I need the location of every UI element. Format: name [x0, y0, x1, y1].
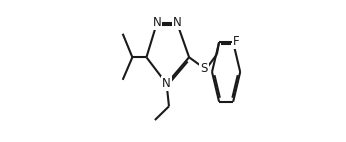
- Text: S: S: [200, 62, 208, 75]
- Text: F: F: [233, 35, 239, 48]
- Text: N: N: [173, 16, 181, 29]
- Text: N: N: [162, 77, 171, 90]
- Text: N: N: [153, 16, 161, 29]
